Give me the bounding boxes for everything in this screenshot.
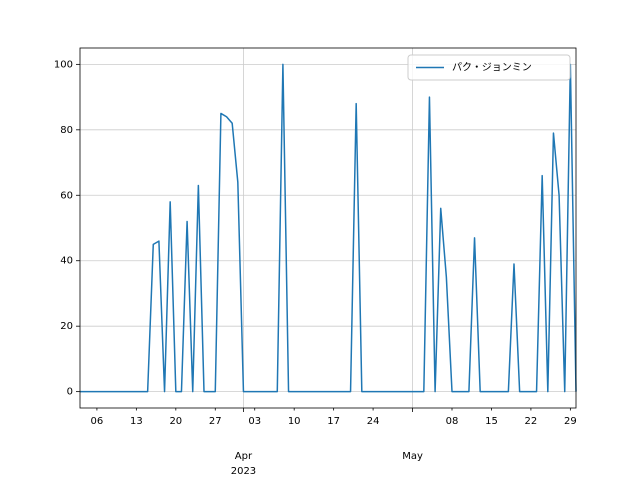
- x-tick-label: 03: [248, 416, 261, 427]
- x-tick-label: Apr: [235, 451, 253, 462]
- y-tick-label: 80: [60, 125, 73, 136]
- plot-frame: [79, 47, 577, 409]
- y-tick-label: 60: [60, 190, 73, 201]
- legend-box: [407, 54, 571, 81]
- x-tick-label: 27: [209, 416, 222, 427]
- data-line: [80, 63, 577, 393]
- x-tick-label: 17: [327, 416, 340, 427]
- x-tick-label: 06: [91, 416, 104, 427]
- x-tick-label: 20: [169, 416, 182, 427]
- y-tick-label: 20: [60, 321, 73, 332]
- y-tick-label: 100: [54, 59, 73, 70]
- x-tick-label: 24: [367, 416, 380, 427]
- x-year-label: 2023: [231, 466, 256, 477]
- y-tick-label: 40: [60, 256, 73, 267]
- x-tick-label: 13: [130, 416, 143, 427]
- x-tick-label: 29: [564, 416, 577, 427]
- x-tick-label: 10: [288, 416, 301, 427]
- y-tick-label: 0: [67, 387, 73, 398]
- x-tick-label: 22: [525, 416, 538, 427]
- x-tick-label: 15: [485, 416, 498, 427]
- x-tick-label: 08: [446, 416, 459, 427]
- legend-label: パク・ジョンミン: [452, 62, 532, 74]
- x-tick-label: May: [402, 451, 423, 462]
